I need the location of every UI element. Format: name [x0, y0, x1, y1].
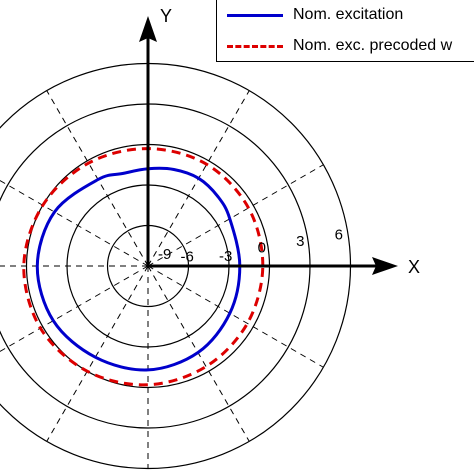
- spoke-4: [0, 265, 149, 353]
- series-curve-1: [22, 147, 265, 387]
- ring-label-5: 6: [335, 226, 343, 243]
- spoke-grid: [0, 90, 324, 469]
- spoke-7: [147, 265, 324, 368]
- spoke-0: [147, 164, 324, 267]
- series-curves: [22, 147, 265, 387]
- legend: Nom. excitation Nom. exc. precoded w: [216, 0, 474, 62]
- legend-entry-nominal: Nom. excitation: [227, 4, 403, 26]
- legend-entry-precoded: Nom. exc. precoded w: [227, 35, 452, 57]
- ring-label-3: 0: [258, 240, 266, 257]
- ring-label-1: -6: [181, 249, 194, 266]
- y-axis-label: Y: [160, 6, 172, 26]
- legend-label-precoded: Nom. exc. precoded w: [293, 37, 453, 54]
- ring-label-0: -9: [158, 246, 171, 263]
- y-axis-arrowhead: [139, 16, 157, 42]
- x-axis-label: X: [408, 257, 420, 277]
- spoke-3: [0, 179, 149, 267]
- series-curve-0: [35, 166, 242, 372]
- x-axis-arrowhead: [372, 257, 398, 275]
- legend-swatch-solid-blue: [227, 13, 283, 17]
- spoke-5: [46, 265, 149, 442]
- legend-label-nominal: Nom. excitation: [293, 6, 404, 23]
- legend-swatch-dashed-red: [227, 44, 283, 48]
- ring-label-4: 3: [296, 233, 304, 250]
- axes: X Y: [139, 6, 420, 277]
- ring-labels: -9 -6 -3 0 3 6: [158, 226, 343, 265]
- ring-label-2: -3: [219, 248, 232, 265]
